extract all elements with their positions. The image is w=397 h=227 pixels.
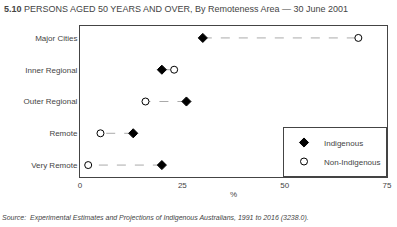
svg-text:%: % <box>230 190 237 199</box>
svg-text:Indigenous: Indigenous <box>324 139 363 148</box>
svg-text:Source: Experimental Estimate: Source: Experimental Estimates and Proje… <box>2 214 309 222</box>
svg-text:Inner Regional: Inner Regional <box>25 66 77 75</box>
svg-text:25: 25 <box>178 181 187 190</box>
svg-text:Remote: Remote <box>49 129 78 138</box>
svg-text:75: 75 <box>383 181 392 190</box>
svg-text:Very Remote: Very Remote <box>31 161 78 170</box>
svg-text:Outer Regional: Outer Regional <box>24 97 78 106</box>
svg-text:5.10 PERSONS AGED 50 YEARS AND: 5.10 PERSONS AGED 50 YEARS AND OVER, By … <box>4 4 348 14</box>
svg-text:0: 0 <box>78 181 83 190</box>
svg-text:Major Cities: Major Cities <box>35 34 77 43</box>
svg-text:Non-Indigenous: Non-Indigenous <box>324 158 380 167</box>
svg-text:50: 50 <box>280 181 289 190</box>
